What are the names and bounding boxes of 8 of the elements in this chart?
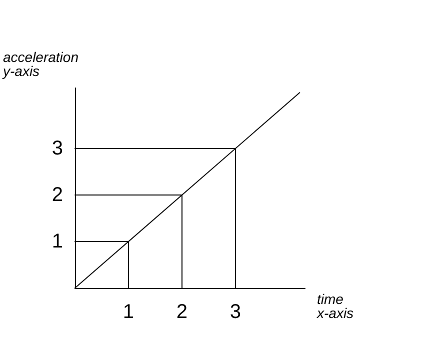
- x-axis-title: time x-axis: [316, 291, 354, 321]
- y-tick-label: 3: [52, 137, 63, 160]
- y-tick-label: 1: [52, 230, 63, 252]
- x-tick-label: 2: [176, 301, 188, 323]
- y-tick-label: 2: [52, 184, 63, 206]
- x-tick-label: 1: [122, 301, 134, 323]
- x-tick-label: 3: [230, 301, 242, 323]
- y-axis-title: acceleration y-axis: [2, 49, 79, 79]
